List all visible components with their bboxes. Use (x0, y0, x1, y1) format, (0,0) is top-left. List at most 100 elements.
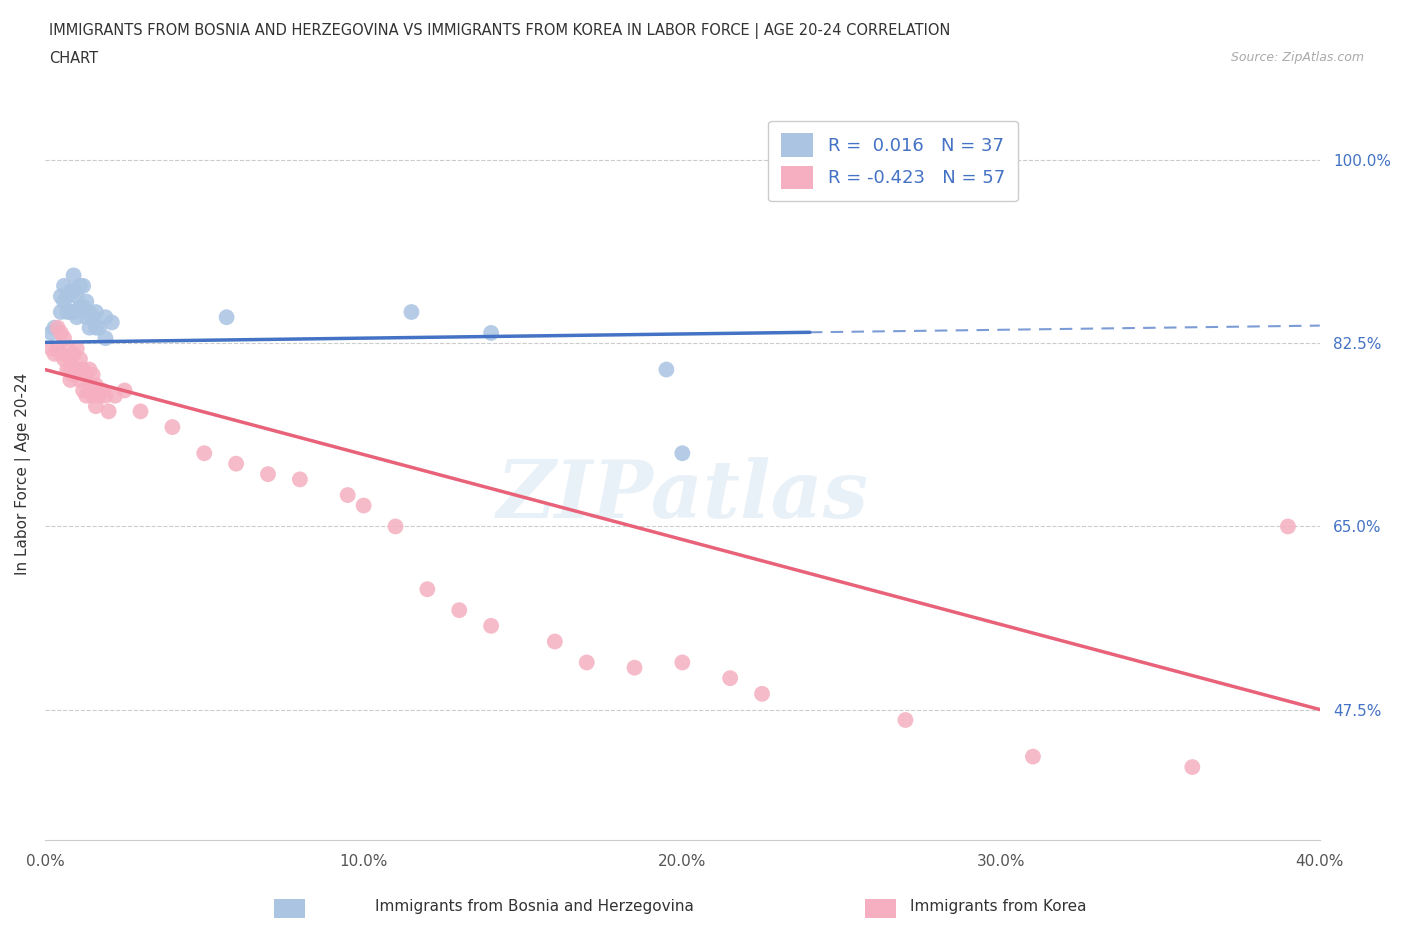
Point (449, 603, 471, 618)
Point (53, 294, 76, 309)
Point (101, 315, 124, 330)
Point (384, 519, 406, 534)
Point (59, 373, 82, 388)
Point (75, 367, 97, 382)
Legend: R =  0.016   N = 37, R = -0.423   N = 57: R = 0.016 N = 37, R = -0.423 N = 57 (768, 121, 1018, 202)
Point (94, 310, 117, 325)
Point (56, 362, 79, 377)
Point (46, 320, 69, 335)
Point (72, 362, 94, 377)
Point (49, 289, 72, 304)
Point (53, 352, 76, 366)
Point (82, 367, 104, 382)
Point (82, 310, 104, 325)
Point (671, 655, 693, 670)
Point (479, 618, 502, 633)
Point (49, 326, 72, 340)
Text: Immigrants from Korea: Immigrants from Korea (910, 899, 1087, 914)
Point (62, 268, 84, 283)
Point (69, 352, 91, 366)
Point (1277, 519, 1299, 534)
Point (53, 331, 76, 346)
Point (69, 373, 91, 388)
Point (79, 304, 101, 319)
Point (39, 326, 62, 340)
Point (288, 472, 311, 486)
Point (655, 362, 678, 377)
Point (575, 655, 598, 670)
Point (53, 278, 76, 293)
Point (82, 388, 104, 403)
Point (671, 445, 693, 460)
Point (79, 383, 101, 398)
Point (336, 487, 359, 502)
Point (69, 278, 91, 293)
Point (59, 352, 82, 366)
Point (62, 304, 84, 319)
Point (62, 284, 84, 299)
Point (72, 278, 94, 293)
Text: Source: ZipAtlas.com: Source: ZipAtlas.com (1230, 51, 1364, 64)
Point (799, 153, 821, 167)
Point (56, 289, 79, 304)
Point (44, 320, 66, 335)
Point (894, 712, 917, 727)
Point (799, 153, 821, 167)
Point (623, 660, 645, 675)
Point (416, 582, 439, 597)
Point (39, 341, 62, 356)
Point (44, 346, 66, 361)
Point (479, 326, 502, 340)
Point (87, 320, 110, 335)
Text: ZIPatlas: ZIPatlas (496, 458, 869, 535)
Point (62, 346, 84, 361)
Point (79, 320, 101, 335)
Point (59, 362, 82, 377)
Point (84, 304, 107, 319)
Point (751, 686, 773, 701)
Point (75, 310, 97, 325)
Point (193, 445, 215, 460)
Point (56, 341, 79, 356)
Point (62, 367, 84, 382)
Point (66, 362, 89, 377)
Point (66, 310, 89, 325)
Text: IMMIGRANTS FROM BOSNIA AND HERZEGOVINA VS IMMIGRANTS FROM KOREA IN LABOR FORCE |: IMMIGRANTS FROM BOSNIA AND HERZEGOVINA V… (49, 23, 950, 39)
Point (215, 310, 238, 325)
Point (72, 383, 94, 398)
Point (1022, 750, 1045, 764)
Point (46, 341, 69, 356)
Point (75, 388, 97, 403)
Point (129, 404, 152, 418)
Point (75, 294, 97, 309)
Point (69, 299, 91, 314)
Point (1181, 760, 1204, 775)
Point (66, 289, 89, 304)
Point (544, 634, 567, 649)
Point (72, 299, 94, 314)
Point (84, 320, 107, 335)
Point (401, 304, 423, 319)
Point (353, 498, 375, 513)
Point (718, 671, 741, 685)
Point (49, 304, 72, 319)
Point (49, 346, 72, 361)
Point (104, 388, 127, 403)
Point (97, 404, 120, 418)
Text: CHART: CHART (49, 51, 98, 66)
Point (94, 388, 117, 403)
Point (79, 362, 101, 377)
Point (225, 457, 247, 472)
Point (91, 383, 114, 398)
Point (87, 388, 110, 403)
Point (84, 378, 107, 392)
Point (162, 419, 184, 434)
Y-axis label: In Labor Force | Age 20-24: In Labor Force | Age 20-24 (15, 373, 31, 576)
Point (66, 341, 89, 356)
Point (56, 304, 79, 319)
Point (94, 331, 117, 346)
Point (257, 467, 280, 482)
Point (59, 284, 82, 299)
Point (84, 399, 107, 414)
Point (59, 304, 82, 319)
